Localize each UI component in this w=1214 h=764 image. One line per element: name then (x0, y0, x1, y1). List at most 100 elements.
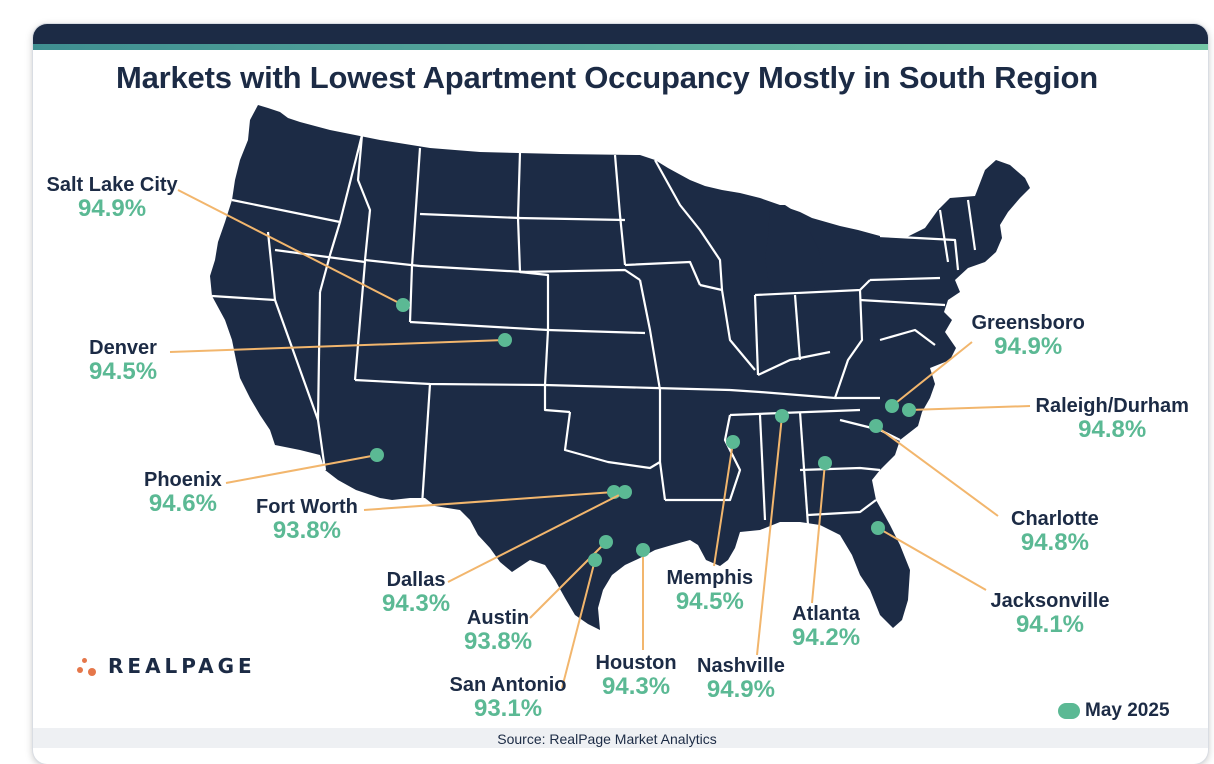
border-line (859, 298, 946, 307)
border-line (966, 199, 977, 251)
market-name: Greensboro (971, 312, 1085, 334)
market-name: Atlanta (792, 603, 860, 625)
border-line (699, 283, 756, 371)
market-marker-atlanta (818, 456, 832, 470)
logo-dots-icon (76, 654, 100, 678)
border-line (613, 154, 627, 266)
market-marker-raleigh-durham (902, 403, 916, 417)
border-line (758, 414, 767, 521)
border-line (793, 294, 802, 361)
market-name: Jacksonville (990, 590, 1110, 612)
border-line (419, 212, 521, 220)
market-occupancy: 94.9% (78, 195, 147, 222)
border-line (547, 328, 646, 335)
border-line (409, 320, 549, 332)
market-label-houston: Houston 94.3% (596, 653, 677, 699)
market-name: Raleigh/Durham (1035, 395, 1189, 417)
market-label-jacksonville: Jacksonville 94.1% (991, 591, 1110, 637)
border-line (753, 294, 760, 376)
market-name: Memphis (666, 567, 754, 589)
market-occupancy: 94.5% (89, 358, 158, 385)
market-marker-houston (636, 543, 650, 557)
border-line (833, 289, 864, 399)
border-line (938, 209, 950, 263)
legend: May 2025 (1058, 700, 1170, 722)
border-line (869, 276, 941, 282)
leader-line-san-antonio (561, 559, 596, 689)
market-name: Houston (595, 652, 677, 674)
market-label-austin: Austin 93.8% (464, 608, 532, 654)
market-occupancy: 94.5% (675, 588, 744, 615)
border-line (563, 411, 661, 470)
market-marker-denver (498, 333, 512, 347)
leader-line-jacksonville (877, 527, 987, 591)
border-line (879, 328, 936, 346)
leader-line-fort-worth (363, 491, 615, 511)
header-accent-stripe (33, 44, 1208, 50)
market-label-nashville: Nashville 94.9% (697, 656, 785, 702)
source-note: Source: RealPage Market Analytics (497, 731, 717, 747)
leader-line-greensboro (891, 341, 973, 407)
border-line (757, 350, 831, 376)
border-line (419, 264, 526, 274)
market-label-greensboro: Greensboro 94.9% (972, 313, 1085, 359)
leader-line-charlotte (875, 425, 999, 517)
market-occupancy: 94.9% (706, 676, 775, 703)
border-line (665, 414, 742, 502)
leader-line-dallas (447, 491, 626, 583)
market-name: Denver (89, 337, 157, 359)
footer-bar (33, 728, 1208, 748)
market-label-san-antonio: San Antonio 93.1% (450, 675, 567, 721)
market-marker-san-antonio (588, 553, 602, 567)
border-line (544, 383, 731, 392)
market-name: Dallas (386, 569, 446, 591)
market-occupancy: 94.3% (382, 590, 451, 617)
market-marker-salt-lake-city (396, 298, 410, 312)
market-marker-nashville (775, 409, 789, 423)
border-line (516, 151, 571, 414)
leader-line-raleigh-durham (908, 405, 1031, 411)
market-name: Fort Worth (256, 496, 358, 518)
border-line (654, 159, 724, 291)
leader-line-atlanta (811, 462, 826, 604)
market-occupancy: 94.9% (994, 333, 1063, 360)
market-occupancy: 94.8% (1020, 529, 1089, 556)
market-occupancy: 94.8% (1078, 416, 1147, 443)
market-occupancy: 93.8% (272, 517, 341, 544)
market-label-salt-lake-city: Salt Lake City 94.9% (47, 175, 178, 221)
market-name: Phoenix (144, 469, 222, 491)
border-line (798, 411, 810, 526)
market-name: Austin (466, 607, 530, 629)
border-line (316, 291, 322, 421)
market-marker-dallas (618, 485, 632, 499)
legend-swatch (1058, 703, 1080, 719)
market-marker-charlotte (869, 419, 883, 433)
market-label-fort-worth: Fort Worth 93.8% (256, 497, 358, 543)
market-label-denver: Denver 94.5% (89, 338, 157, 384)
leader-line-denver (169, 339, 506, 353)
market-occupancy: 94.3% (602, 673, 671, 700)
us-map (210, 105, 1030, 630)
border-line (624, 260, 702, 286)
market-label-raleigh-durham: Raleigh/Durham 94.8% (1036, 396, 1189, 442)
border-line (638, 279, 667, 501)
market-marker-memphis (726, 435, 740, 449)
leader-line-phoenix (225, 454, 378, 484)
michigan-peninsula-shape (765, 205, 824, 292)
market-marker-jacksonville (871, 521, 885, 535)
logo-wordmark: REALPAGE (108, 654, 256, 678)
realpage-logo: REALPAGE (76, 653, 256, 679)
border-line (231, 198, 342, 293)
market-occupancy: 93.1% (473, 695, 543, 722)
border-line (799, 466, 881, 472)
market-label-atlanta: Atlanta 94.2% (792, 604, 860, 650)
market-name: Nashville (697, 655, 785, 677)
border-line (420, 383, 432, 506)
border-line (519, 268, 641, 281)
market-label-phoenix: Phoenix 94.6% (144, 470, 222, 516)
legend-label: May 2025 (1085, 700, 1170, 721)
market-label-charlotte: Charlotte 94.8% (1011, 509, 1099, 555)
border-line (729, 408, 861, 417)
market-name: San Antonio (449, 674, 567, 696)
border-line (807, 499, 877, 517)
